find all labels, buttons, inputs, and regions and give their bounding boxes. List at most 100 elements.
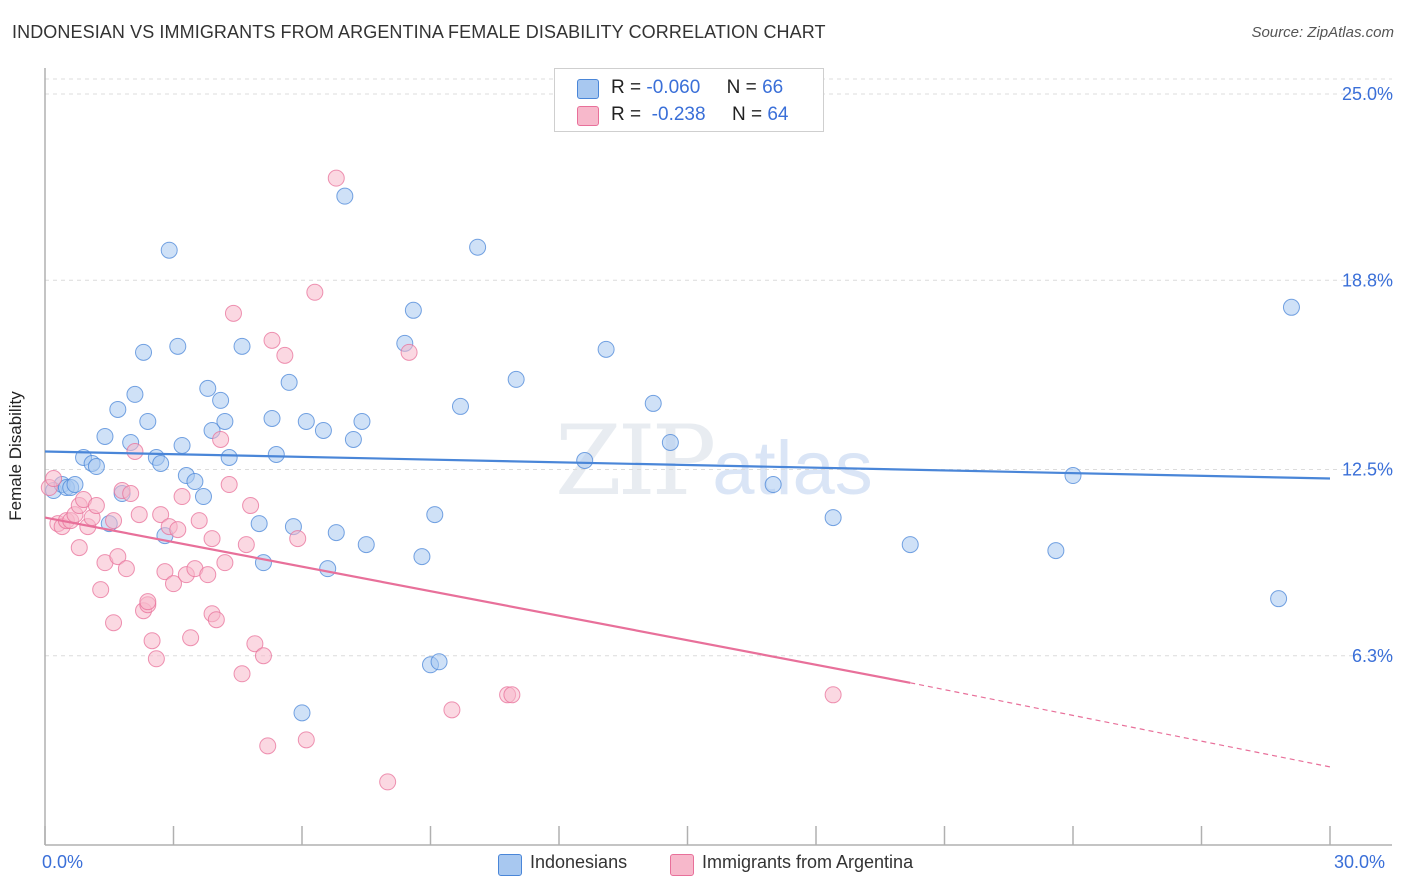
indonesian-point (126, 385, 144, 403)
argentina-point (87, 497, 105, 515)
argentina-point (109, 548, 127, 566)
argentina-point (126, 442, 144, 460)
argentina-point (203, 530, 221, 548)
legend-label: Indonesians (530, 852, 628, 872)
indonesian-point (314, 421, 332, 439)
indonesian-point (469, 238, 487, 256)
argentina-point (105, 614, 123, 632)
argentina-point (143, 632, 161, 650)
argentina-point (207, 611, 225, 629)
indonesian-point (404, 301, 422, 319)
indonesian-point (644, 394, 662, 412)
indonesian-point (1064, 467, 1082, 485)
argentina-point (400, 343, 418, 361)
indonesian-point (135, 343, 153, 361)
argentina-point (105, 512, 123, 530)
argentina-point (130, 506, 148, 524)
argentina-point (443, 701, 461, 719)
argentina-trend-line (44, 516, 911, 684)
indonesian-point (297, 412, 315, 430)
chart-title: INDONESIAN VS IMMIGRANTS FROM ARGENTINA … (12, 22, 826, 42)
n-value: 64 (767, 104, 789, 125)
indonesian-point (169, 337, 187, 355)
indonesian-point (267, 445, 285, 463)
indonesian-point (413, 548, 431, 566)
y-tick-label: 12.5% (1342, 460, 1393, 480)
indonesian-point (336, 187, 354, 205)
x-tick-label-min: 0.0% (42, 852, 84, 872)
argentina-point (92, 581, 110, 599)
legend-swatch-pink (670, 854, 694, 876)
argentina-point (199, 566, 217, 584)
argentina-point (224, 304, 242, 322)
y-tick-label: 18.8% (1342, 270, 1393, 290)
argentina-point (297, 731, 315, 749)
indonesian-point (824, 509, 842, 527)
indonesian-point (430, 653, 448, 671)
argentina-point (212, 430, 230, 448)
indonesian-point (212, 391, 230, 409)
legend-label: Immigrants from Argentina (702, 852, 914, 872)
indonesian-point (353, 412, 371, 430)
argentina-point (147, 650, 165, 668)
argentina-point (45, 470, 63, 488)
argentina-point (306, 283, 324, 301)
indonesian-point (357, 536, 375, 554)
indonesian-point (426, 506, 444, 524)
r-label: R = (611, 104, 642, 125)
indonesian-point (263, 409, 281, 427)
indonesian-trend-line (44, 450, 1331, 480)
argentina-point (246, 635, 264, 653)
argentina-point (152, 506, 170, 524)
argentina-point (242, 497, 260, 515)
indonesian-point (1270, 590, 1288, 608)
argentina-point (169, 521, 187, 539)
source-label: Source: ZipAtlas.com (1251, 24, 1394, 41)
stats-swatch-blue (577, 79, 599, 99)
argentina-point (190, 512, 208, 530)
argentina-point (289, 530, 307, 548)
indonesian-point (661, 433, 679, 451)
indonesian-point (216, 412, 234, 430)
indonesian-point (139, 412, 157, 430)
argentina-point (824, 686, 842, 704)
r-value: -0.238 (651, 104, 706, 125)
indonesian-point (233, 337, 251, 355)
argentina-point (220, 476, 238, 494)
indonesian-point (160, 241, 178, 259)
argentina-point (173, 488, 191, 506)
argentina-point (117, 560, 135, 578)
argentina-point (70, 539, 88, 557)
argentina-trend-extension (910, 682, 1331, 768)
argentina-point (327, 169, 345, 187)
indonesian-point (250, 515, 268, 533)
indonesian-point (507, 370, 525, 388)
argentina-point (233, 665, 251, 683)
argentina-point (122, 485, 140, 503)
legend-swatch-blue (498, 854, 522, 876)
stats-box: R = -0.060 N = 66 R = -0.238 N = 64 (554, 68, 824, 132)
indonesian-point (344, 430, 362, 448)
indonesian-point (1047, 542, 1065, 560)
argentina-point (503, 686, 521, 704)
indonesian-point (597, 340, 615, 358)
argentina-point (182, 629, 200, 647)
argentina-point (254, 647, 272, 665)
x-tick-label-max: 30.0% (1334, 852, 1386, 872)
indonesian-point (96, 427, 114, 445)
indonesian-point (576, 452, 594, 470)
argentina-point (276, 346, 294, 364)
indonesian-point (319, 560, 337, 578)
r-value: -0.060 (646, 77, 701, 98)
indonesian-point (109, 400, 127, 418)
indonesian-point (1282, 298, 1300, 316)
indonesian-point (764, 476, 782, 494)
n-label: N = (726, 77, 757, 98)
y-axis-label: Female Disability (6, 391, 25, 521)
argentina-point (165, 575, 182, 593)
argentina-point (139, 593, 157, 611)
n-label: N = (731, 104, 763, 125)
indonesian-point (87, 458, 105, 476)
indonesian-point (194, 488, 212, 506)
